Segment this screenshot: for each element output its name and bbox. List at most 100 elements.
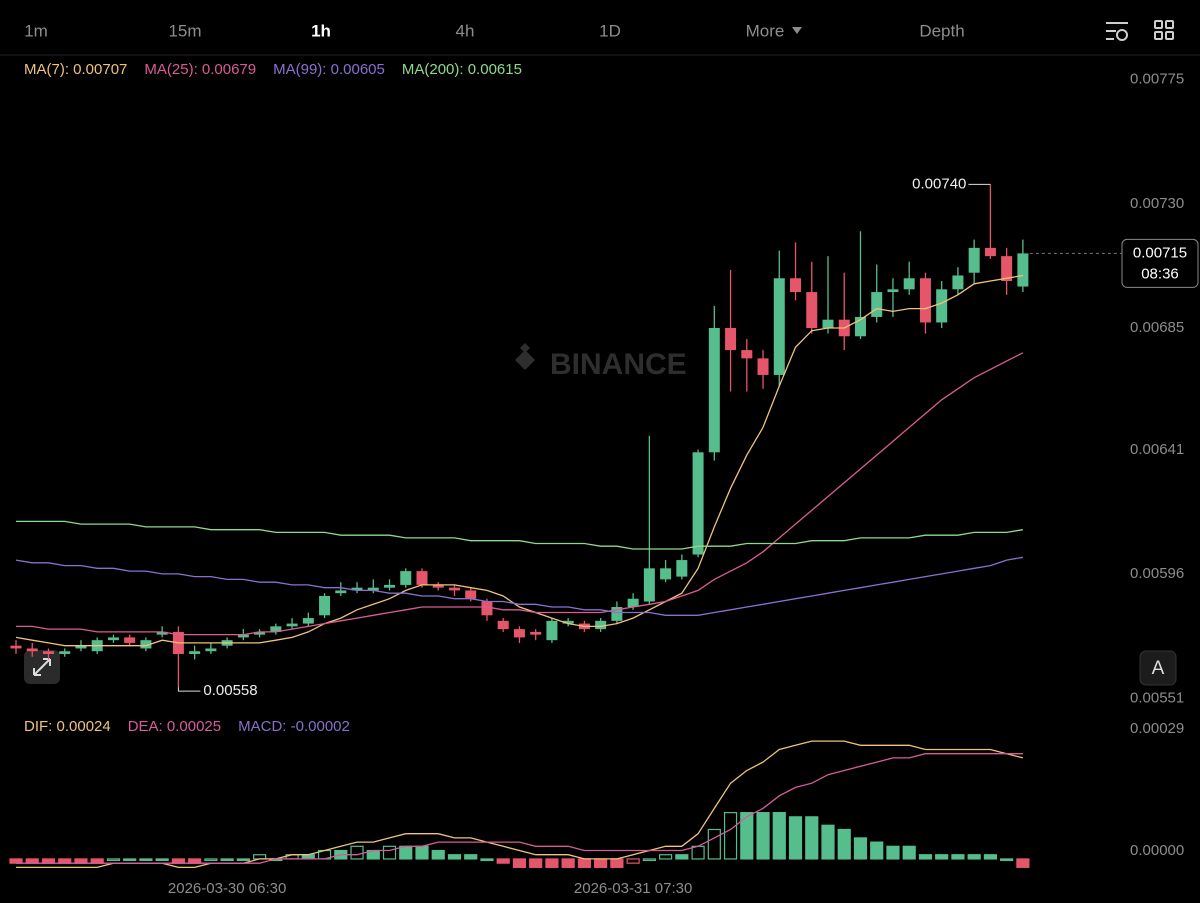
candle-body — [822, 319, 834, 328]
macd-bar — [529, 858, 543, 868]
candle-body — [692, 452, 704, 555]
interval-tab[interactable]: 4h — [456, 21, 475, 40]
candle-body — [432, 584, 444, 588]
candle-body — [936, 289, 948, 323]
macd-bar — [626, 858, 640, 864]
candle-body — [530, 631, 542, 635]
candle-body — [237, 634, 249, 638]
macd-bar — [870, 841, 884, 860]
candle-body — [790, 278, 802, 293]
candle-body — [611, 607, 623, 621]
macd-bar — [123, 858, 137, 862]
candle-body — [854, 316, 866, 337]
candle-body — [968, 247, 980, 273]
interval-tab[interactable]: 1D — [599, 21, 621, 40]
candle-body — [205, 648, 217, 652]
macd-line — [16, 753, 1023, 864]
interval-tab[interactable]: 1m — [24, 21, 48, 40]
candle-body — [1017, 253, 1029, 287]
interval-tab[interactable]: 15m — [168, 21, 201, 40]
watermark: BINANCE — [550, 348, 687, 381]
y-tick-label: 0.00596 — [1130, 565, 1184, 582]
candle-body — [497, 620, 509, 630]
candle-body — [952, 275, 964, 290]
candle-body — [546, 620, 558, 641]
more-arrow — [792, 27, 802, 34]
macd-bar — [139, 858, 153, 862]
last-price-label: 0.00715 — [1133, 244, 1187, 261]
layout-icon[interactable] — [1154, 20, 1174, 40]
candle-body — [903, 278, 915, 290]
macd-bar — [447, 854, 462, 860]
legend-item: MA(7): 0.00707 — [24, 61, 127, 78]
macd-bar — [740, 812, 754, 860]
macd-bar — [983, 854, 998, 860]
candle-body — [351, 587, 363, 591]
macd-bar — [805, 816, 819, 860]
candle-body — [806, 292, 818, 328]
macd-bar — [951, 854, 965, 860]
macd-bar — [545, 858, 559, 868]
macd-bar — [512, 858, 527, 868]
candle-body — [676, 560, 688, 577]
macd-bar — [58, 858, 72, 864]
macd-bar — [220, 858, 234, 862]
macd-bar — [561, 858, 575, 868]
candle-body — [270, 626, 282, 632]
macd-bar — [155, 858, 169, 862]
expand-button[interactable] — [24, 650, 60, 684]
candle-body — [871, 292, 883, 317]
candle-body — [562, 620, 574, 624]
ma-line — [15, 274, 1024, 647]
last-price-box — [1121, 238, 1199, 288]
candle-body — [773, 278, 785, 375]
macd-bar — [707, 828, 721, 860]
macd-bar — [821, 824, 835, 860]
macd-bar — [853, 837, 868, 860]
candle-body — [384, 584, 396, 588]
candle-body — [1001, 256, 1013, 282]
candle-body — [984, 247, 996, 257]
macd-bar — [886, 845, 900, 860]
macd-bar — [1016, 858, 1030, 868]
macd-bar — [756, 812, 770, 860]
countdown: 08:36 — [1141, 265, 1179, 282]
candle-body — [595, 620, 607, 630]
auto-button[interactable] — [1139, 650, 1177, 686]
ma-line — [16, 352, 1024, 636]
depth-tab[interactable]: Depth — [919, 21, 964, 40]
candle-body — [254, 631, 266, 635]
candle-body — [919, 278, 931, 323]
legend-item: MA(25): 0.00679 — [144, 61, 256, 78]
candle-body — [10, 645, 22, 649]
high-label: 0.00740 — [912, 175, 966, 192]
y-tick-label: 0.00551 — [1130, 689, 1184, 706]
macd-bar — [399, 845, 413, 860]
macd-bar — [188, 858, 202, 864]
y-tick-label: 0.00029 — [1130, 720, 1184, 737]
candle-body — [757, 358, 769, 375]
macd-line — [16, 740, 1024, 869]
macd-bar — [723, 812, 738, 860]
macd-bar — [658, 854, 673, 860]
macd-bar — [431, 849, 445, 860]
auto-button-label[interactable]: A — [1152, 658, 1165, 679]
macd-bar — [236, 858, 250, 862]
y-tick-label: 0.00641 — [1130, 441, 1184, 458]
interval-tab[interactable]: 1h — [311, 21, 331, 40]
legend-item: MA(200): 0.00615 — [402, 61, 522, 78]
macd-bar — [1000, 858, 1014, 862]
low-label: 0.00558 — [203, 682, 257, 699]
more-tab[interactable]: More — [746, 21, 785, 40]
candle-body — [124, 637, 136, 643]
legend-item: MACD: -0.00002 — [238, 718, 350, 735]
candle-body — [26, 648, 38, 652]
x-tick-label: 2026-03-30 06:30 — [168, 880, 286, 897]
x-tick-label: 2026-03-31 07:30 — [574, 880, 692, 897]
watermark-logo — [515, 343, 535, 370]
settings-icon[interactable] — [1106, 22, 1128, 41]
candle-body — [75, 645, 87, 649]
macd-bar — [171, 858, 185, 864]
